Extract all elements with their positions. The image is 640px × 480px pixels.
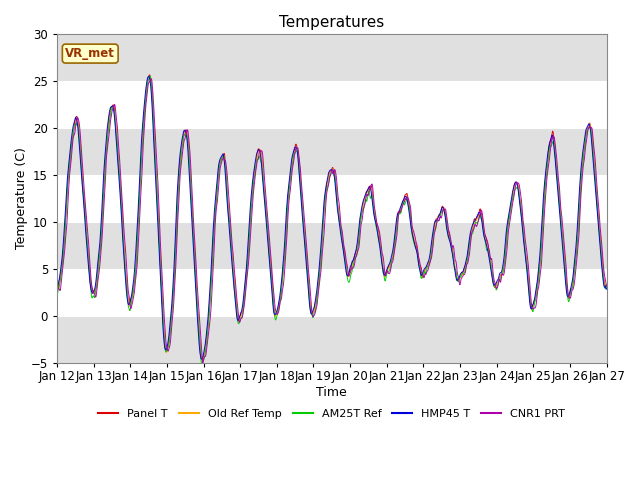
AM25T Ref <box>538 233 546 239</box>
Old Ref Temp <box>603 285 611 291</box>
Y-axis label: Temperature (C): Temperature (C) <box>15 147 28 250</box>
Old Ref Temp <box>198 358 206 364</box>
Panel T <box>237 310 245 315</box>
AM25T Ref <box>198 360 205 366</box>
Old Ref Temp <box>237 312 245 317</box>
Line: Old Ref Temp: Old Ref Temp <box>57 76 607 361</box>
Bar <box>57 316 607 363</box>
HMP45 T <box>176 156 184 161</box>
AM25T Ref <box>418 275 426 281</box>
CNR1 PRT <box>163 342 170 348</box>
HMP45 T <box>490 282 497 288</box>
AM25T Ref <box>163 348 170 354</box>
Line: HMP45 T: HMP45 T <box>57 76 607 359</box>
CNR1 PRT <box>176 182 184 188</box>
HMP45 T <box>163 346 170 352</box>
HMP45 T <box>237 308 245 314</box>
CNR1 PRT <box>53 284 61 289</box>
CNR1 PRT <box>538 251 546 257</box>
Text: VR_met: VR_met <box>65 47 115 60</box>
Old Ref Temp <box>490 282 497 288</box>
CNR1 PRT <box>147 76 155 82</box>
AM25T Ref <box>237 315 245 321</box>
X-axis label: Time: Time <box>316 386 347 399</box>
Bar <box>57 34 607 81</box>
Panel T <box>163 349 170 355</box>
HMP45 T <box>603 286 611 292</box>
HMP45 T <box>198 356 205 362</box>
Title: Temperatures: Temperatures <box>279 15 385 30</box>
Panel T <box>146 72 154 78</box>
AM25T Ref <box>603 283 611 289</box>
Panel T <box>603 282 611 288</box>
Line: AM25T Ref: AM25T Ref <box>57 76 607 363</box>
Old Ref Temp <box>176 167 184 173</box>
CNR1 PRT <box>603 283 611 288</box>
HMP45 T <box>538 216 546 222</box>
Panel T <box>176 162 184 168</box>
Bar <box>57 222 607 269</box>
Old Ref Temp <box>145 73 153 79</box>
HMP45 T <box>53 286 61 291</box>
Old Ref Temp <box>163 350 170 356</box>
Old Ref Temp <box>418 275 426 280</box>
AM25T Ref <box>490 282 497 288</box>
CNR1 PRT <box>490 274 497 279</box>
CNR1 PRT <box>418 267 426 273</box>
CNR1 PRT <box>199 360 207 366</box>
Old Ref Temp <box>538 232 546 238</box>
Panel T <box>53 287 61 293</box>
CNR1 PRT <box>237 315 245 321</box>
Legend: Panel T, Old Ref Temp, AM25T Ref, HMP45 T, CNR1 PRT: Panel T, Old Ref Temp, AM25T Ref, HMP45 … <box>94 405 570 423</box>
AM25T Ref <box>146 73 154 79</box>
AM25T Ref <box>53 293 61 299</box>
HMP45 T <box>145 73 152 79</box>
Panel T <box>538 229 546 235</box>
Old Ref Temp <box>53 287 61 293</box>
HMP45 T <box>418 272 426 278</box>
Panel T <box>199 357 207 362</box>
Line: CNR1 PRT: CNR1 PRT <box>57 79 607 363</box>
Panel T <box>490 279 497 285</box>
Bar <box>57 128 607 175</box>
AM25T Ref <box>176 171 184 177</box>
Panel T <box>418 272 426 278</box>
Line: Panel T: Panel T <box>57 75 607 360</box>
